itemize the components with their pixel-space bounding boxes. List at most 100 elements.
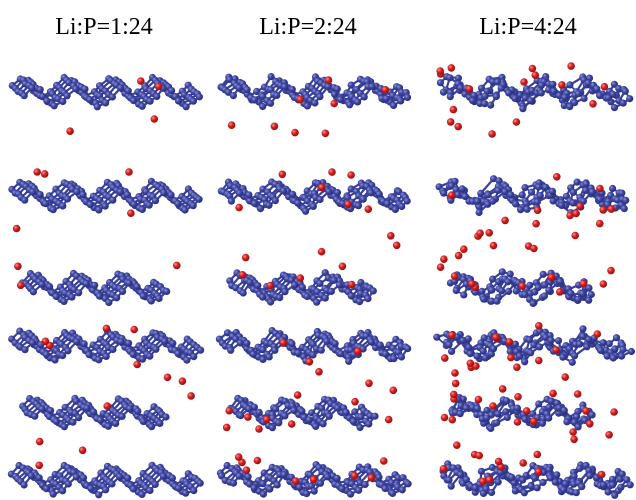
phosphorus-atom [608,475,617,483]
phosphorus-atom [334,404,342,412]
phosphorus-atom [60,297,68,305]
phosphorus-atom [124,474,132,482]
phosphorus-atom [526,281,534,289]
lithium-atom [446,118,455,126]
lithium-atom [279,339,288,347]
lithium-atom [266,281,275,290]
lithium-atom [127,209,135,217]
phosphorus-atom [265,201,273,209]
lithium-atom [553,173,561,181]
phosphorus-atom [368,82,376,91]
phosphorus-atom [391,205,399,214]
phosphorus-atom [281,412,289,420]
phosphorus-atom [573,178,581,186]
phosphorus-atom [542,183,550,191]
phosphorus-atom [118,412,126,420]
phosphorus-atom [599,481,608,489]
lithium-atom [570,435,578,444]
phosphorus-atom [538,419,547,427]
phosphorus-atom [109,196,117,204]
phosphorus-atom [349,417,357,426]
phosphorus-atom [273,91,281,100]
phosphorus-atom [521,94,529,102]
lithium-atom [35,461,43,470]
phosphorus-atom [545,466,553,474]
phosphorus-atom [93,103,101,111]
phosphorus-atom [576,464,584,472]
phosphorus-atom [124,87,132,95]
phosphorus-atom [521,358,529,366]
phosphorus-atom [47,407,55,415]
phosphorus-atom [537,89,545,97]
lithium-atom [582,407,590,415]
lithium-atom [494,457,503,466]
phosphorus-atom [59,97,67,106]
phosphorus-atom [511,94,519,102]
phosphorus-atom [325,188,333,196]
phosphorus-atom [511,340,519,348]
lithium-atom [489,241,498,250]
phosphorus-atom [347,490,355,498]
phosphorus-atom [488,297,496,305]
lithium-atom [347,171,355,179]
phosphorus-atom [616,475,624,483]
phosphorus-atom [227,197,235,205]
lithium-atom [380,457,388,465]
lithium-atom [513,418,522,426]
phosphorus-atom [236,339,244,347]
phosphorus-atom [376,341,384,349]
phosphorus-atom [448,347,456,355]
phosphorus-atom [574,295,582,303]
phosphorus-atom [494,478,502,486]
phosphorus-atom [360,93,368,101]
phosphorus-atom [125,339,133,347]
phosphorus-atom [612,334,621,342]
phosphorus-atom [87,484,95,493]
phosphorus-atom [245,405,253,413]
phosphorus-atom [361,480,369,489]
phosphorus-atom [398,486,406,494]
phosphorus-atom [481,92,489,100]
phosphorus-atom [516,352,524,360]
phosphorus-atom [129,350,137,359]
phosphorus-atom [593,85,601,93]
lithium-atom [533,206,542,214]
phosphorus-atom [618,189,626,197]
phosphorus-atom [41,200,50,208]
phosphorus-atom [507,191,515,199]
lithium-atom [318,183,326,192]
phosphorus-atom [582,186,590,194]
phosphorus-atom [527,349,535,357]
phosphorus-atom [556,278,564,286]
phosphorus-atom [82,279,90,288]
phosphorus-atom [397,97,405,105]
phosphorus-atom [174,200,182,208]
phosphorus-atom [102,486,110,494]
phosphorus-atom [622,196,630,204]
lithium-atom [102,324,111,333]
phosphorus-atom [101,202,109,210]
lithium-atom [439,465,448,473]
lithium-atom [607,205,616,213]
phosphorus-atom [489,345,498,353]
phosphorus-atom [243,339,251,347]
lithium-atom [287,420,296,428]
phosphorus-atom [588,411,596,419]
phosphorus-atom [323,337,331,345]
phosphorus-atom [333,188,342,197]
phosphorus-atom [549,197,557,205]
phosphorus-atom [583,343,591,351]
phosphorus-atom [333,85,341,93]
lithium-atom [389,386,398,395]
phosphorus-atom [298,283,306,291]
phosphorus-atom [456,410,464,418]
phosphorus-atom [357,278,365,287]
phosphorus-atom [291,281,299,289]
lithium-atom [365,379,373,388]
phosphorus-atom [279,187,288,195]
phosphorus-atom [309,351,317,359]
lithium-atom [125,168,133,176]
lithium-atom [137,77,145,85]
phosphorus-atom [21,346,29,354]
phosphorus-atom [620,205,628,213]
